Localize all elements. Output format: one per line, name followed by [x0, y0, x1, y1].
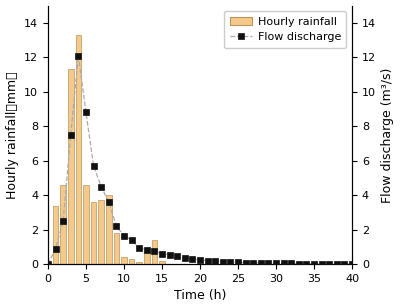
Flow discharge — [190, 257, 195, 261]
Flow discharge — [160, 252, 164, 256]
Flow discharge — [198, 258, 202, 262]
Flow discharge — [76, 54, 81, 57]
Flow discharge — [289, 261, 294, 265]
Flow discharge — [266, 261, 271, 265]
Flow discharge — [281, 261, 286, 265]
Flow discharge — [296, 262, 301, 265]
Y-axis label: Flow discharge (m³/s): Flow discharge (m³/s) — [382, 67, 394, 203]
Flow discharge — [175, 254, 180, 258]
Flow discharge — [122, 234, 126, 237]
Flow discharge — [236, 261, 240, 264]
Flow discharge — [342, 262, 347, 266]
Flow discharge — [220, 260, 225, 263]
Bar — [144, 250, 150, 264]
Flow discharge — [350, 262, 354, 266]
Bar — [83, 185, 89, 264]
Bar — [91, 202, 96, 264]
Flow discharge — [167, 253, 172, 257]
Legend: Hourly rainfall, Flow discharge: Hourly rainfall, Flow discharge — [224, 11, 346, 48]
Flow discharge — [106, 200, 111, 204]
Flow discharge — [251, 261, 256, 265]
Flow discharge — [91, 164, 96, 168]
Flow discharge — [129, 238, 134, 242]
Flow discharge — [144, 248, 149, 251]
Flow discharge — [327, 262, 332, 266]
Bar — [114, 233, 119, 264]
Flow discharge — [84, 111, 88, 114]
Y-axis label: Hourly rainfall（mm）: Hourly rainfall（mm） — [6, 71, 18, 199]
Flow discharge — [182, 256, 187, 260]
Flow discharge — [68, 133, 73, 137]
Flow discharge — [319, 262, 324, 266]
Bar — [121, 257, 127, 264]
X-axis label: Time (h): Time (h) — [174, 290, 226, 302]
Flow discharge — [61, 219, 66, 223]
Bar — [129, 259, 134, 264]
Flow discharge — [304, 262, 309, 265]
Flow discharge — [243, 261, 248, 265]
Flow discharge — [334, 262, 339, 266]
Bar — [76, 35, 81, 264]
Flow discharge — [228, 260, 233, 264]
Bar — [106, 195, 112, 264]
Line: Flow discharge: Flow discharge — [45, 53, 355, 267]
Flow discharge — [99, 185, 104, 188]
Flow discharge — [312, 262, 316, 265]
Flow discharge — [258, 261, 263, 265]
Bar — [68, 69, 74, 264]
Bar — [60, 185, 66, 264]
Flow discharge — [137, 246, 142, 250]
Flow discharge — [46, 262, 50, 266]
Flow discharge — [205, 259, 210, 262]
Bar — [136, 262, 142, 264]
Flow discharge — [213, 259, 218, 263]
Flow discharge — [152, 249, 157, 253]
Flow discharge — [114, 225, 119, 228]
Flow discharge — [53, 247, 58, 250]
Flow discharge — [274, 261, 278, 265]
Bar — [159, 261, 165, 264]
Bar — [53, 205, 58, 264]
Bar — [152, 240, 157, 264]
Bar — [98, 201, 104, 264]
